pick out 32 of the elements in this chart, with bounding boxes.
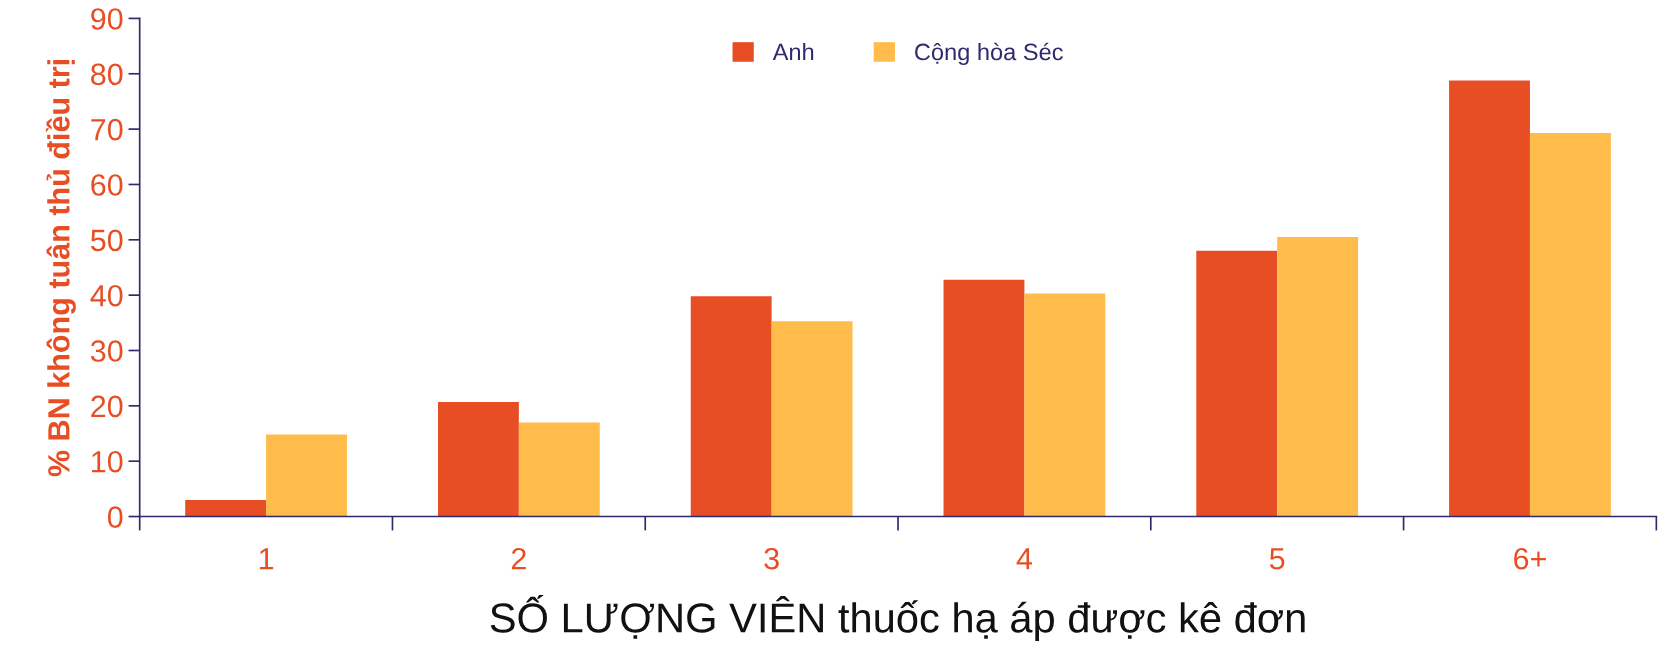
bar (1196, 250, 1278, 517)
bar (1277, 237, 1359, 517)
x-tick-label: 5 (1269, 548, 1285, 570)
bar (1024, 293, 1106, 517)
x-tick-label: 6+ (1514, 547, 1546, 570)
bar (185, 499, 267, 517)
y-tick-label: 30 (90, 340, 123, 362)
y-tick-label: 10 (92, 450, 123, 473)
y-tick-label: 60 (91, 174, 123, 196)
y-tick-label: 0 (107, 506, 123, 528)
bar (771, 321, 853, 517)
y-tick-label: 20 (91, 395, 123, 418)
x-axis-title: SỐ LƯỢNG VIÊN thuốc hạ áp được kê đơn (490, 595, 1305, 641)
x-tick-label: 3 (764, 547, 779, 570)
y-tick-label: 70 (91, 118, 123, 141)
y-tick-label: 90 (91, 8, 123, 30)
bar (437, 401, 519, 517)
x-tick-label: 1 (259, 548, 274, 570)
bar (1449, 80, 1530, 517)
x-tick-label: 4 (1016, 548, 1033, 570)
bar (690, 296, 772, 517)
bar (266, 434, 347, 517)
y-axis-title: % BN không tuân thủ điều trị (45, 60, 76, 477)
bar (518, 422, 600, 517)
bar (1529, 132, 1611, 517)
y-tick-label: 80 (91, 63, 123, 86)
y-tick-label: 40 (90, 284, 123, 307)
legend-label: Cộng hòa Séc (915, 42, 1063, 66)
bar (943, 279, 1025, 517)
y-tick-label: 50 (90, 229, 123, 252)
x-tick-label: 2 (511, 547, 526, 570)
legend-label: Anh (772, 43, 814, 61)
